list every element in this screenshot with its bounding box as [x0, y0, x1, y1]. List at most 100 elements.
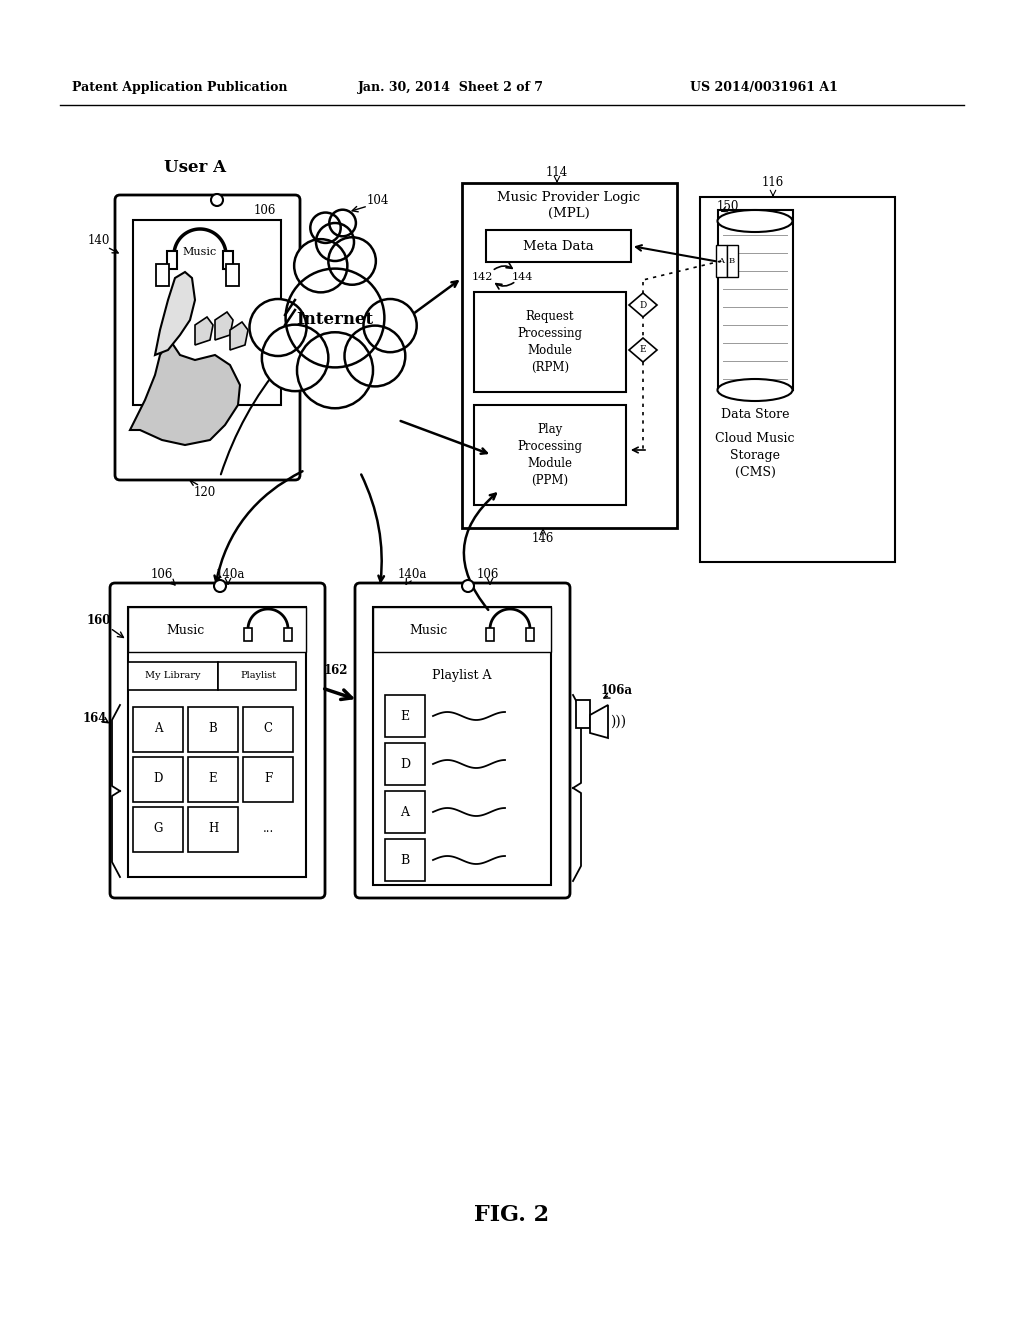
- Bar: [575, 700, 590, 729]
- Bar: [700, 197, 895, 562]
- Polygon shape: [130, 341, 240, 445]
- Text: B: B: [729, 257, 735, 265]
- Circle shape: [214, 579, 226, 591]
- Text: Request
Processing
Module
(RPM): Request Processing Module (RPM): [517, 310, 583, 374]
- FancyBboxPatch shape: [110, 583, 325, 898]
- Text: Music Provider Logic: Music Provider Logic: [498, 191, 641, 205]
- Bar: [243, 708, 293, 752]
- Text: Cloud Music
Storage
(CMS): Cloud Music Storage (CMS): [715, 432, 795, 479]
- Text: 106: 106: [477, 569, 499, 582]
- Bar: [128, 607, 306, 876]
- Bar: [133, 220, 281, 405]
- Text: Music: Music: [409, 623, 447, 636]
- Bar: [486, 230, 631, 261]
- Bar: [727, 246, 738, 277]
- Circle shape: [330, 210, 356, 236]
- Bar: [373, 607, 551, 884]
- Circle shape: [294, 239, 347, 292]
- Bar: [188, 756, 238, 803]
- Polygon shape: [230, 322, 248, 350]
- Text: D: D: [400, 758, 410, 771]
- Text: E: E: [640, 346, 646, 355]
- Circle shape: [462, 579, 474, 591]
- Text: 140a: 140a: [397, 569, 427, 582]
- Text: 114: 114: [546, 166, 568, 180]
- Text: B: B: [209, 722, 217, 735]
- Text: 164: 164: [83, 711, 108, 725]
- Bar: [716, 246, 727, 277]
- Text: E: E: [209, 772, 217, 785]
- FancyBboxPatch shape: [115, 195, 300, 480]
- Bar: [128, 663, 218, 690]
- Bar: [526, 628, 534, 642]
- Text: B: B: [400, 854, 410, 866]
- Text: C: C: [263, 722, 272, 735]
- Text: Play
Processing
Module
(PPM): Play Processing Module (PPM): [517, 422, 583, 487]
- Bar: [133, 807, 183, 851]
- Bar: [244, 628, 252, 642]
- Bar: [373, 607, 551, 652]
- Text: 142: 142: [471, 272, 493, 282]
- Bar: [218, 663, 296, 690]
- Text: My Library: My Library: [145, 672, 201, 681]
- Bar: [284, 628, 292, 642]
- Text: 106a: 106a: [601, 684, 633, 697]
- Text: 106: 106: [151, 569, 173, 582]
- Polygon shape: [629, 338, 657, 362]
- Bar: [226, 264, 239, 286]
- Text: G: G: [154, 822, 163, 836]
- Text: Meta Data: Meta Data: [522, 239, 593, 252]
- Bar: [128, 607, 306, 652]
- Text: 144: 144: [511, 272, 532, 282]
- Bar: [474, 405, 626, 506]
- Text: 140a: 140a: [215, 569, 245, 582]
- Text: US 2014/0031961 A1: US 2014/0031961 A1: [690, 82, 838, 95]
- Ellipse shape: [718, 210, 793, 232]
- Text: A: A: [400, 805, 410, 818]
- Text: FIG. 2: FIG. 2: [474, 1204, 550, 1226]
- Bar: [133, 756, 183, 803]
- Text: 140: 140: [88, 234, 111, 247]
- Text: A: A: [718, 257, 724, 265]
- Bar: [385, 696, 425, 737]
- Bar: [486, 628, 494, 642]
- Text: Patent Application Publication: Patent Application Publication: [72, 82, 288, 95]
- Text: Music: Music: [166, 623, 204, 636]
- Circle shape: [211, 194, 223, 206]
- Circle shape: [310, 213, 341, 243]
- Polygon shape: [195, 317, 213, 345]
- Polygon shape: [215, 312, 233, 341]
- Circle shape: [344, 326, 406, 387]
- Text: 150: 150: [717, 201, 739, 214]
- Circle shape: [262, 325, 329, 391]
- Text: F: F: [264, 772, 272, 785]
- Text: A: A: [154, 722, 162, 735]
- Text: Internet: Internet: [296, 312, 374, 329]
- Polygon shape: [590, 705, 608, 738]
- Circle shape: [286, 268, 384, 367]
- Text: ...: ...: [262, 822, 273, 836]
- Bar: [474, 292, 626, 392]
- Text: Playlist A: Playlist A: [432, 668, 492, 681]
- Polygon shape: [155, 272, 195, 355]
- Text: 162: 162: [324, 664, 348, 676]
- Text: Music: Music: [183, 247, 217, 257]
- Text: H: H: [208, 822, 218, 836]
- FancyBboxPatch shape: [355, 583, 570, 898]
- Ellipse shape: [718, 379, 793, 401]
- Bar: [385, 840, 425, 880]
- Text: User A: User A: [164, 160, 226, 177]
- Text: Jan. 30, 2014  Sheet 2 of 7: Jan. 30, 2014 Sheet 2 of 7: [358, 82, 544, 95]
- Text: 104: 104: [367, 194, 389, 206]
- Bar: [462, 183, 677, 528]
- Text: 106: 106: [254, 203, 276, 216]
- Bar: [243, 756, 293, 803]
- Text: 116: 116: [762, 177, 784, 190]
- Circle shape: [297, 333, 373, 408]
- Text: 120: 120: [194, 486, 216, 499]
- Text: Playlist: Playlist: [240, 672, 276, 681]
- Circle shape: [364, 300, 417, 352]
- Bar: [718, 210, 793, 389]
- Bar: [188, 708, 238, 752]
- Circle shape: [329, 238, 376, 285]
